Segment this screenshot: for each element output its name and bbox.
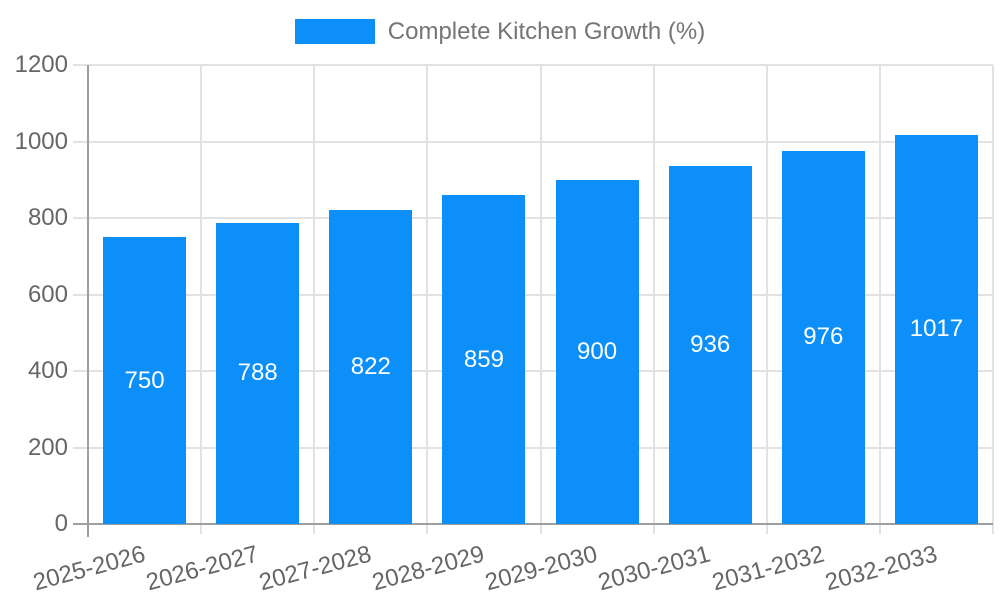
gridline-vertical — [426, 65, 429, 534]
gridline-vertical — [878, 65, 881, 534]
gridline-horizontal — [73, 217, 993, 219]
bar-value-label: 859 — [463, 345, 504, 373]
bar-value-label: 936 — [690, 330, 731, 358]
bar-value-label: 788 — [237, 359, 278, 387]
y-axis-tick-label: 800 — [27, 204, 68, 231]
x-axis-line — [73, 523, 993, 525]
x-axis-tick-label: 2029-2030 — [482, 540, 601, 597]
gridline-vertical — [652, 65, 655, 534]
gridline-vertical — [200, 65, 203, 534]
x-axis-tick-label: 2032-2033 — [821, 540, 940, 597]
gridline-vertical — [539, 65, 542, 534]
bar-value-label: 976 — [803, 323, 844, 351]
bar[interactable] — [555, 179, 639, 524]
bar[interactable] — [668, 165, 752, 524]
bar-value-label: 1017 — [909, 315, 964, 343]
chart-legend: Complete Kitchen Growth (%) — [0, 19, 1000, 44]
y-axis-tick-label: 400 — [27, 357, 68, 384]
bar[interactable] — [894, 134, 978, 524]
bar[interactable] — [216, 222, 300, 524]
gridline-vertical — [765, 65, 768, 534]
y-axis-tick-label: 200 — [27, 433, 68, 461]
bar[interactable] — [329, 209, 413, 524]
gridline-horizontal — [73, 370, 993, 372]
gridline-horizontal — [73, 446, 993, 449]
gridline-horizontal — [73, 64, 993, 66]
gridline-horizontal — [73, 140, 993, 143]
y-axis-tick-label: 600 — [27, 280, 68, 308]
bar[interactable] — [781, 150, 865, 524]
y-axis-tick-label: 1200 — [14, 51, 68, 78]
bar-value-label: 750 — [124, 366, 165, 394]
x-axis-tick-label: 2025-2026 — [30, 540, 148, 597]
legend-label: Complete Kitchen Growth (%) — [387, 18, 706, 45]
x-axis-tick-label: 2031-2032 — [708, 540, 827, 597]
y-axis-line — [87, 65, 89, 537]
gridline-vertical — [992, 65, 994, 534]
x-axis-tick-label: 2028-2029 — [369, 540, 488, 597]
bar[interactable] — [103, 237, 187, 524]
x-axis-tick-label: 2027-2028 — [256, 540, 375, 597]
gridline-vertical — [313, 65, 316, 534]
gridline-horizontal — [73, 293, 993, 296]
y-axis-tick-label: 1000 — [14, 127, 68, 155]
bar-value-label: 822 — [350, 352, 391, 380]
legend-swatch — [294, 19, 375, 44]
bar[interactable] — [442, 195, 526, 524]
y-axis-tick-label: 0 — [54, 510, 68, 537]
bar-value-label: 900 — [577, 337, 618, 365]
x-axis-tick-label: 2026-2027 — [143, 540, 262, 597]
x-axis-tick-label: 2030-2031 — [595, 540, 714, 597]
